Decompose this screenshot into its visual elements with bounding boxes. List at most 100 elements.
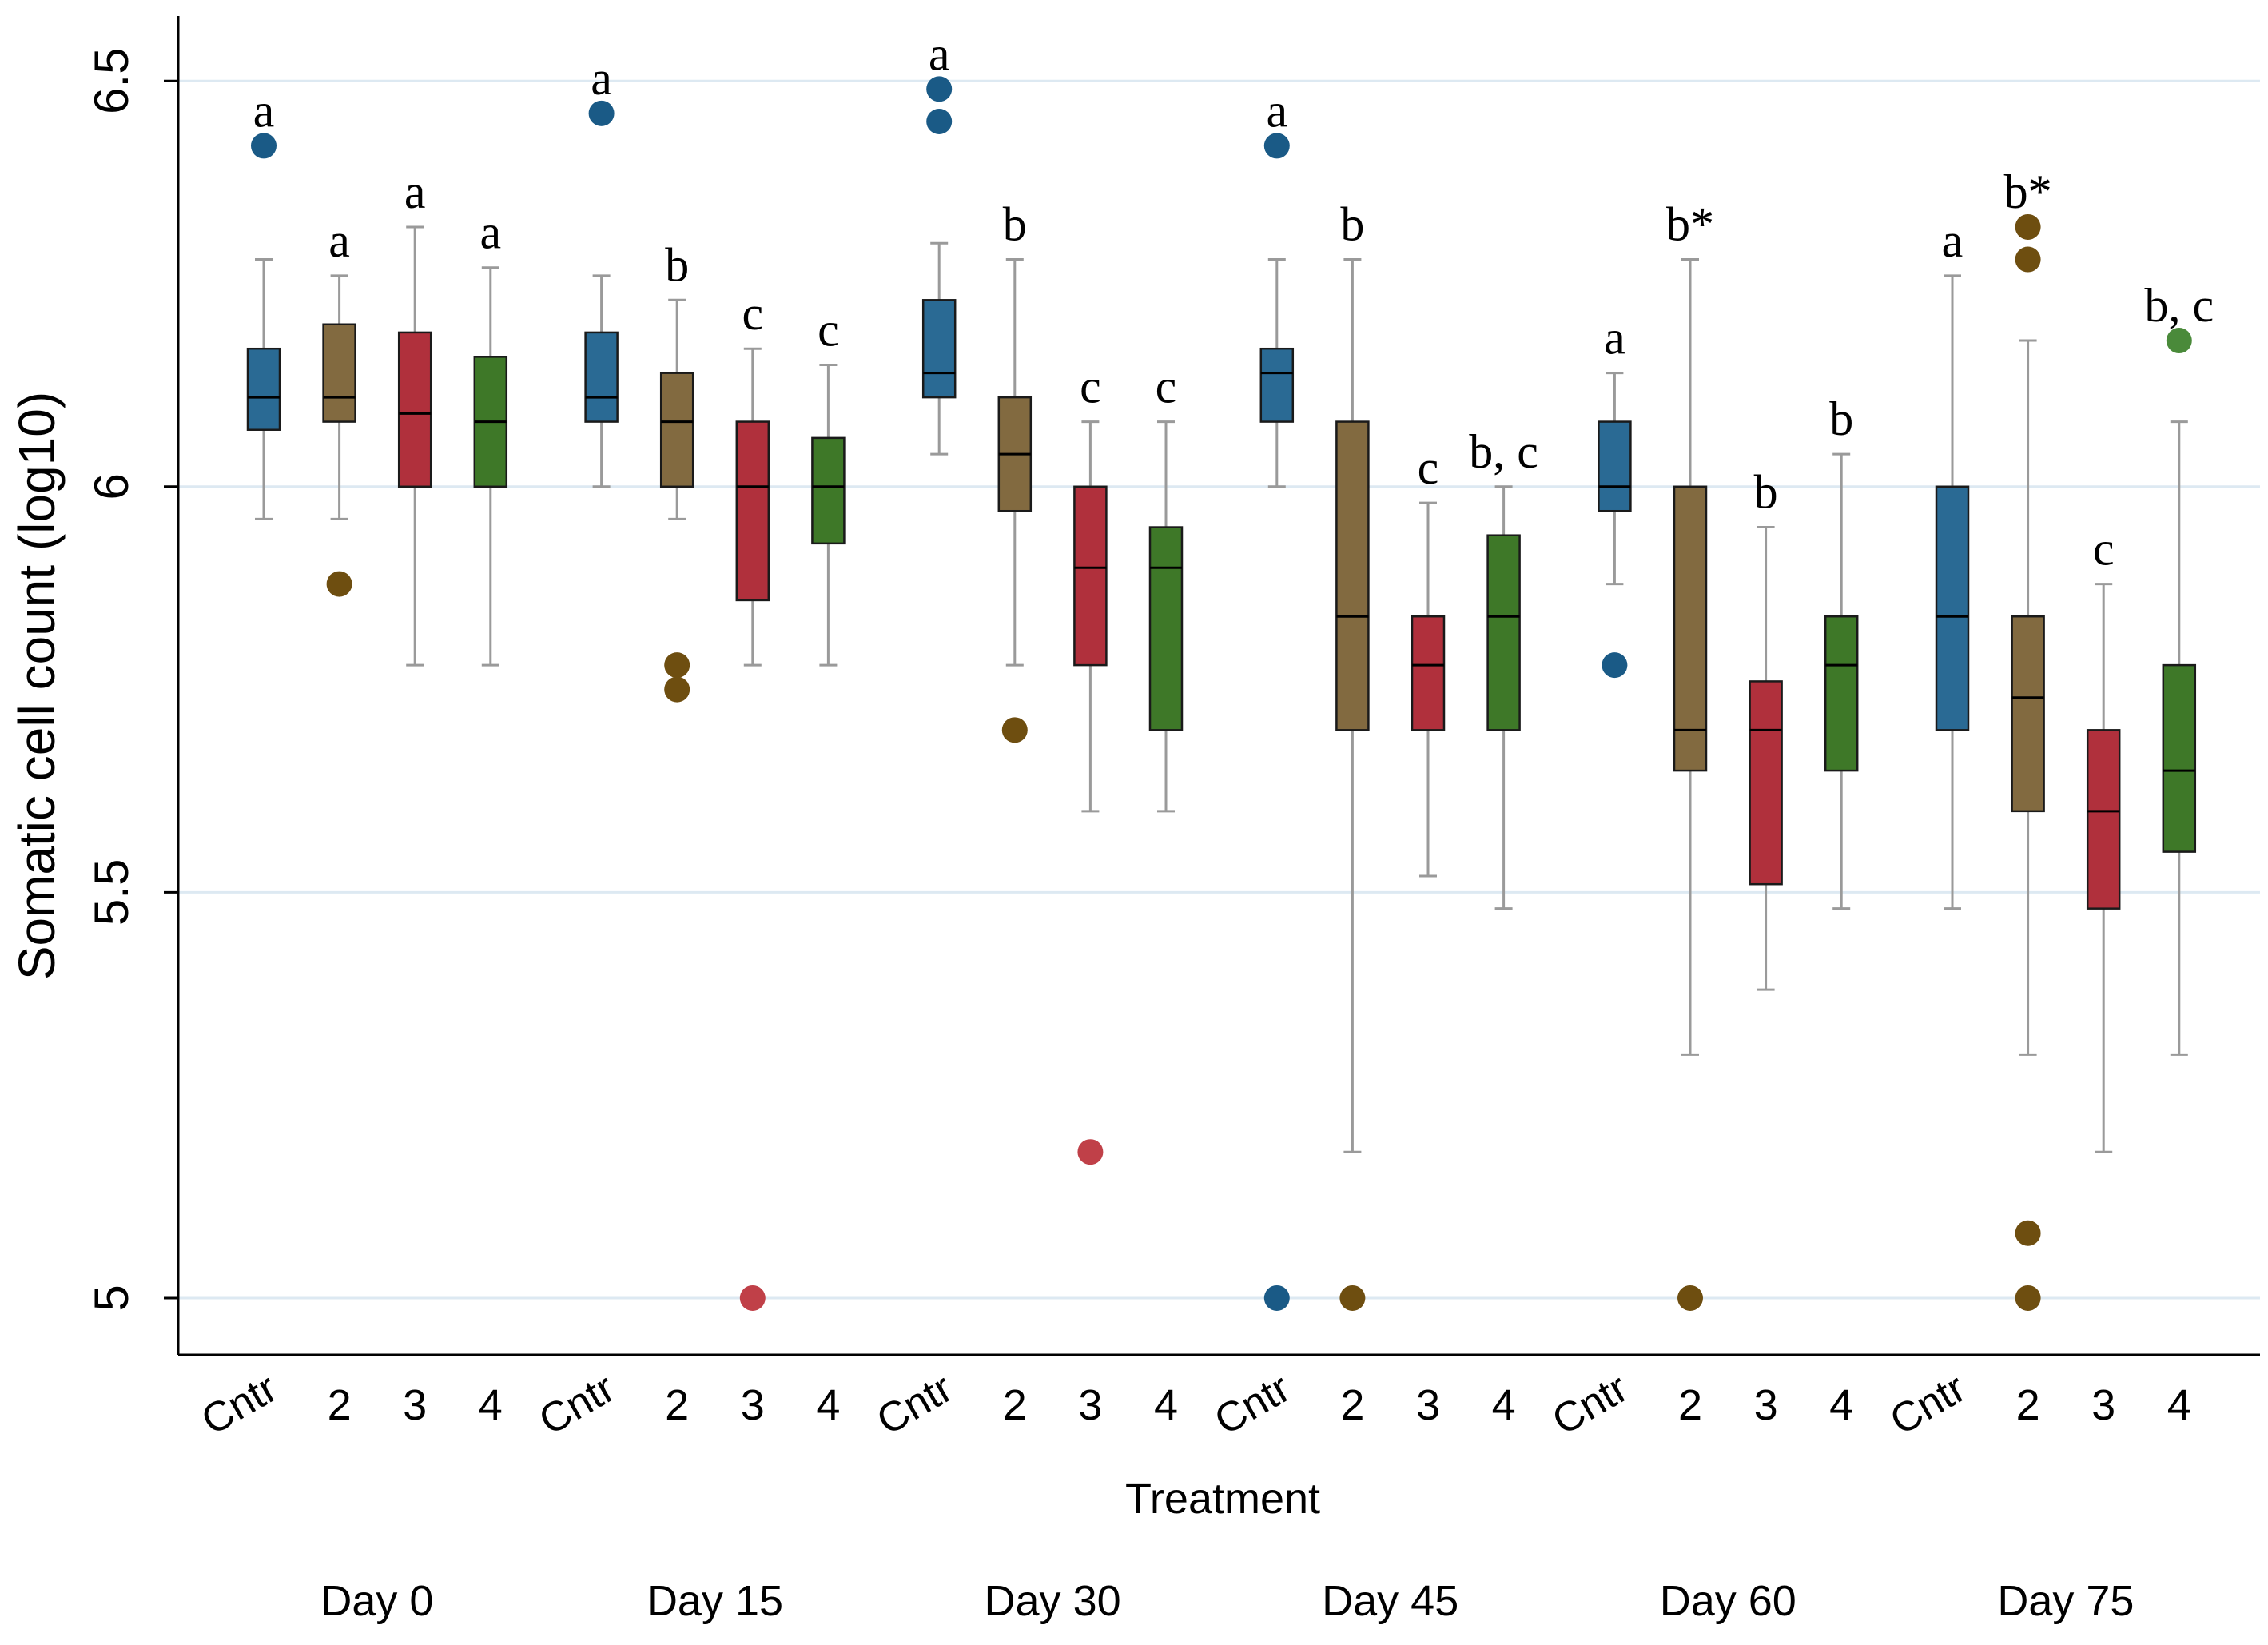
outlier-point	[1263, 1285, 1290, 1311]
significance-letter: b	[1003, 198, 1027, 251]
iqr-box	[1148, 526, 1184, 731]
outlier-point	[739, 1285, 766, 1311]
significance-letter: a	[1604, 312, 1625, 364]
x-tick-label: 2	[2016, 1381, 2040, 1429]
outlier-point	[1001, 717, 1028, 743]
significance-letter: b	[1754, 466, 1778, 519]
x-tick-label: 4	[816, 1381, 840, 1429]
iqr-box	[735, 420, 770, 602]
iqr-box	[1935, 485, 1970, 731]
x-tick-label: 4	[1829, 1381, 1853, 1429]
outlier-point	[1677, 1285, 1703, 1311]
outlier-point	[2015, 213, 2041, 240]
x-tick-label: 4	[1492, 1381, 1516, 1429]
significance-letter: b	[1340, 198, 1364, 251]
box-day75-4: b, c	[2144, 279, 2214, 1056]
significance-letter: b*	[1666, 198, 1714, 251]
day-group-label: Day 0	[320, 1577, 433, 1625]
y-tick-label: 5	[85, 1285, 138, 1311]
iqr-box	[2162, 663, 2197, 853]
x-tick-label: 3	[403, 1381, 427, 1429]
iqr-box	[1486, 534, 1521, 731]
significance-letter: b*	[2004, 165, 2052, 218]
x-tick-label: Cntr	[1882, 1365, 1973, 1444]
day-group-label: Day 75	[1997, 1577, 2134, 1625]
x-tick-label: Cntr	[1207, 1365, 1298, 1444]
box-day75-cntr: a	[1935, 214, 1970, 910]
box-day15-4: c	[811, 304, 846, 667]
outlier-point	[1339, 1285, 1366, 1311]
box-day75-3: c	[2086, 523, 2121, 1153]
x-tick-label: Cntr	[1545, 1365, 1636, 1444]
x-tick-label: 3	[2091, 1381, 2115, 1429]
significance-letter: b, c	[2144, 279, 2214, 332]
iqr-box	[1259, 347, 1295, 423]
y-ticks: 5 5.5 6 6.5	[85, 48, 178, 1312]
box-day30-3: c	[1073, 360, 1108, 1165]
x-tick-labels: Cntr 2 3 4 Cntr 2 3 4 Cntr 2 3 4 Cntr 2 3 4 Cntr 2 3 4 Cntr 2…	[193, 1365, 2190, 1444]
x-tick-label: 2	[1678, 1381, 1702, 1429]
x-tick-label: 4	[2167, 1381, 2191, 1429]
box-day15-3: c	[735, 287, 770, 1311]
iqr-box	[2011, 615, 2045, 813]
day-group-label: Day 60	[1660, 1577, 1796, 1625]
outlier-point	[664, 676, 690, 703]
iqr-box	[584, 331, 619, 423]
outlier-point	[926, 76, 953, 102]
iqr-box	[1824, 615, 1859, 772]
iqr-box	[1411, 615, 1446, 731]
box-day60-3: b	[1749, 466, 1783, 991]
box-day45-cntr: a	[1259, 84, 1295, 1311]
box-day0-cntr: a	[246, 84, 281, 520]
day-group-label: Day 15	[647, 1577, 783, 1625]
x-tick-label: Cntr	[531, 1365, 623, 1444]
significance-letter: a	[1942, 214, 1964, 267]
iqr-box	[397, 331, 432, 488]
x-axis-title: Treatment	[1125, 1475, 1320, 1523]
significance-letter: a	[1266, 84, 1287, 137]
outlier-point	[1602, 652, 1628, 679]
x-tick-label: 3	[1754, 1381, 1778, 1429]
box-day60-4: b	[1824, 392, 1859, 910]
box-day30-cntr: a	[921, 27, 957, 456]
iqr-box	[811, 436, 846, 545]
iqr-box	[322, 323, 356, 423]
outlier-point	[926, 108, 953, 134]
significance-letter: c	[2093, 523, 2115, 576]
outlier-point	[251, 133, 277, 159]
outlier-point	[1263, 133, 1290, 159]
x-tick-label: 2	[328, 1381, 352, 1429]
outlier-point	[664, 652, 690, 679]
axes	[177, 16, 2260, 1356]
x-tick-label: 3	[1416, 1381, 1440, 1429]
significance-letter: a	[929, 27, 950, 80]
box-day30-4: c	[1148, 360, 1184, 813]
significance-letter: c	[1418, 441, 1439, 494]
x-tick-label: 4	[479, 1381, 503, 1429]
iqr-box	[659, 372, 694, 488]
x-tick-label: 2	[1003, 1381, 1027, 1429]
box-day0-2: a	[322, 214, 356, 597]
significance-letter: c	[742, 287, 763, 340]
outlier-point	[588, 100, 615, 126]
iqr-box	[246, 347, 281, 431]
box-day60-cntr: a	[1598, 312, 1632, 679]
box-day45-3: c	[1411, 441, 1446, 878]
outlier-point	[2015, 1220, 2041, 1246]
x-tick-label: 4	[1154, 1381, 1178, 1429]
significance-letter: a	[591, 52, 612, 105]
day-group-label: Day 30	[985, 1577, 1121, 1625]
box-day0-4: a	[473, 206, 508, 667]
y-tick-label: 6.5	[85, 48, 138, 114]
day-group-labels: Day 0 Day 15 Day 30 Day 45 Day 60 Day 75	[320, 1577, 2134, 1625]
outlier-point	[2015, 1285, 2041, 1311]
significance-letter: a	[253, 84, 275, 137]
gridlines	[178, 79, 2260, 1300]
box-day45-4: b, c	[1469, 425, 1538, 910]
iqr-box	[1749, 680, 1783, 886]
iqr-box	[1673, 485, 1708, 772]
box-day75-2: b*	[2004, 165, 2052, 1311]
x-tick-label: 2	[665, 1381, 689, 1429]
outlier-point	[2166, 328, 2192, 354]
